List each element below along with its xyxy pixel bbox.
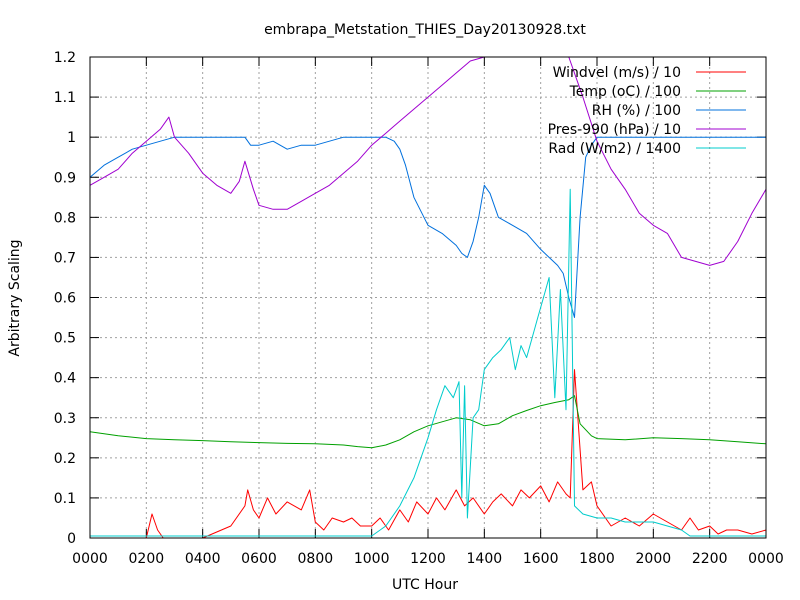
y-tick-label: 0.2: [54, 451, 76, 467]
legend-label: Temp (oC) / 100: [569, 84, 681, 100]
axis-ticks: 0 0.1 0.2 0.3 0.4 0.5 0.6 0.7 0.8 0.9 1 1.1 1.2 0000 0…: [54, 50, 784, 567]
x-tick-label: 1800: [579, 551, 615, 567]
legend-label: RH (%) / 100: [592, 103, 681, 119]
y-tick-label: 0.5: [54, 331, 76, 347]
y-tick-label: 0.3: [54, 411, 76, 427]
series-line-1: [90, 369, 767, 539]
series-group: [89, 56, 767, 539]
plot-frame: [89, 56, 767, 539]
y-tick-label: 0: [67, 531, 76, 547]
y-tick-label: 1.2: [54, 50, 76, 66]
y-axis-title: Arbitrary Scaling: [7, 239, 23, 356]
x-tick-label: 1600: [523, 551, 559, 567]
x-tick-label: 2200: [692, 551, 728, 567]
x-tick-label: 0000: [748, 551, 784, 567]
x-axis-title: UTC Hour: [392, 577, 458, 593]
y-tick-label: 0.4: [54, 371, 76, 387]
y-tick-label: 0.6: [54, 291, 76, 307]
x-tick-label: 0400: [185, 551, 221, 567]
y-tick-label: 0.8: [54, 210, 76, 226]
y-tick-label: 1: [67, 130, 76, 146]
legend-label: Windvel (m/s) / 10: [553, 65, 681, 81]
y-tick-label: 0.7: [54, 250, 76, 266]
x-tick-label: 0600: [241, 551, 277, 567]
x-tick-label: 2000: [636, 551, 672, 567]
legend: Windvel (m/s) / 10 Temp (oC) / 100 RH (%) …: [548, 65, 746, 157]
series-line-4: [89, 56, 767, 266]
chart-title: embrapa_Metstation_THIES_Day20130928.txt: [264, 22, 586, 38]
series-line-5: [90, 188, 766, 537]
x-tick-label: 1000: [354, 551, 390, 567]
y-tick-label: 0.9: [54, 170, 76, 186]
x-tick-label: 1200: [410, 551, 446, 567]
series-line-3: [89, 136, 766, 318]
y-tick-label: 0.1: [54, 491, 76, 507]
x-tick-label: 0000: [72, 551, 108, 567]
series-line-2: [89, 395, 767, 449]
legend-label: Pres-990 (hPa) / 10: [548, 122, 681, 138]
legend-label: Rad (W/m2) / 1400: [548, 141, 681, 157]
x-tick-label: 1400: [467, 551, 503, 567]
x-tick-label: 0800: [298, 551, 334, 567]
y-tick-label: 1.1: [54, 90, 76, 106]
x-tick-label: 0200: [129, 551, 165, 567]
